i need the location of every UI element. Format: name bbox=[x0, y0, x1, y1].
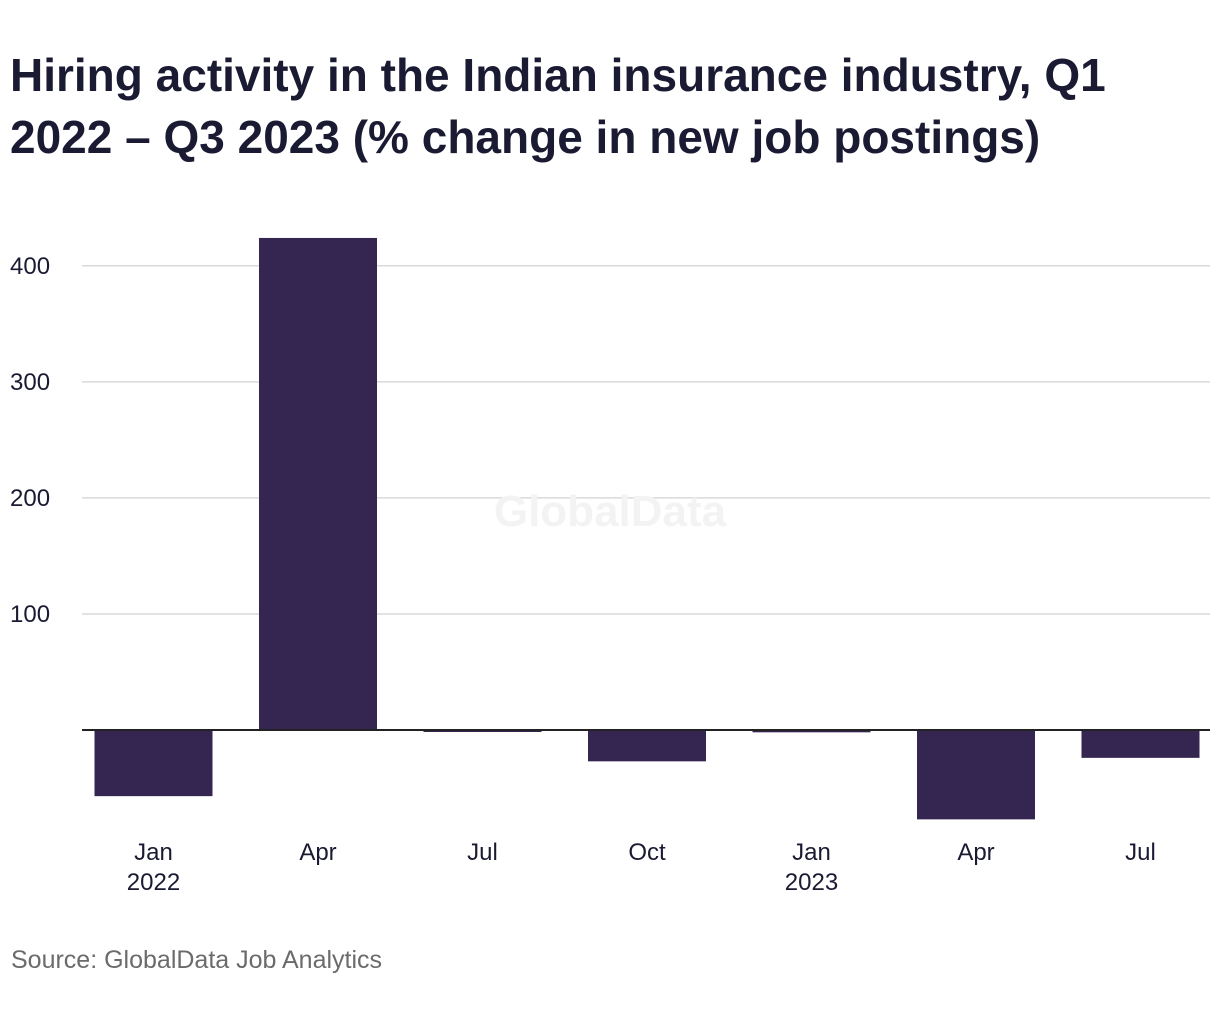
x-tick-label: Apr bbox=[299, 839, 336, 866]
bars bbox=[94, 237, 1200, 820]
y-tick-label: 300 bbox=[10, 369, 50, 396]
x-tick-year-label: 2023 bbox=[785, 869, 838, 896]
x-tick-label: Oct bbox=[628, 839, 666, 866]
y-tick-label: 100 bbox=[10, 601, 50, 628]
x-tick-label: Jul bbox=[1125, 839, 1156, 866]
bar-jan-2023 bbox=[752, 730, 871, 733]
y-tick-label: 400 bbox=[10, 253, 50, 280]
bar-apr-2022 bbox=[259, 237, 377, 730]
x-tick-year-label: 2022 bbox=[127, 869, 180, 896]
bar-apr-2023 bbox=[917, 730, 1035, 820]
x-tick-label: Apr bbox=[957, 839, 994, 866]
chart-title: Hiring activity in the Indian insurance … bbox=[10, 49, 1106, 163]
x-axis-ticks: Jan 2022 Apr Jul Oct Jan 2023 Apr Jul bbox=[127, 839, 1156, 896]
y-tick-label: 200 bbox=[10, 485, 50, 512]
watermark-text: GlobalData bbox=[494, 487, 727, 536]
bar-oct-2022 bbox=[588, 730, 706, 762]
source-note: Source: GlobalData Job Analytics bbox=[11, 946, 383, 974]
bar-jan-2022 bbox=[94, 730, 213, 797]
x-tick-label: Jan bbox=[792, 839, 831, 866]
gridlines bbox=[82, 265, 1210, 615]
x-tick-label: Jul bbox=[467, 839, 498, 866]
y-axis-ticks: 100 200 300 400 bbox=[10, 253, 50, 628]
bar-jul-2023 bbox=[1081, 730, 1200, 758]
x-tick-label: Jan bbox=[134, 839, 173, 866]
